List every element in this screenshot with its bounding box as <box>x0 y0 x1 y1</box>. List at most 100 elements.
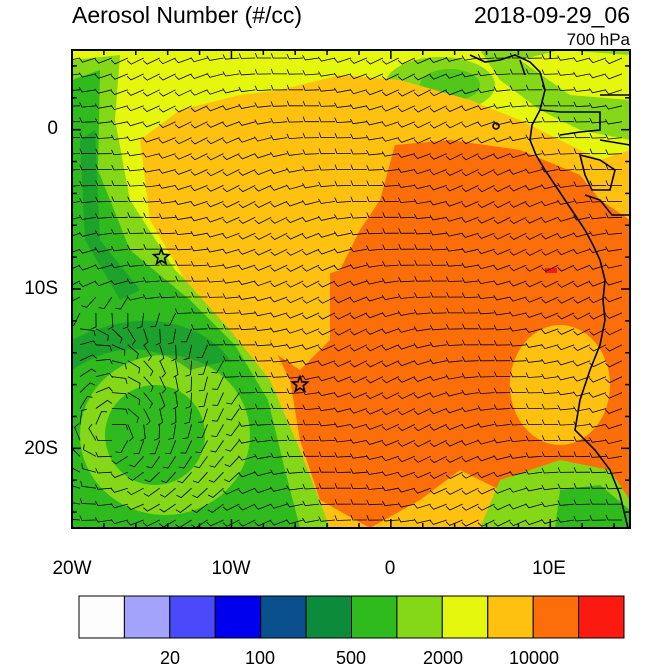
wind-barb <box>95 358 113 365</box>
wind-barb <box>381 105 399 112</box>
colorbar-label-500: 500 <box>335 648 367 668</box>
wind-barb <box>254 185 272 192</box>
wind-barb <box>254 216 272 225</box>
wind-barb <box>429 137 447 145</box>
wind-barb <box>557 404 575 411</box>
wind-barb <box>78 248 97 254</box>
wind-barb <box>605 229 623 235</box>
wind-barb <box>350 229 367 236</box>
wind-barb <box>381 312 399 318</box>
wind-barb <box>350 133 367 140</box>
wind-barb <box>493 169 511 176</box>
wind-barb <box>270 403 288 409</box>
wind-barb <box>573 328 591 336</box>
wind-barb <box>79 180 96 187</box>
wind-barb <box>270 357 288 363</box>
wind-barb <box>414 292 431 298</box>
wind-barb <box>111 344 126 356</box>
wind-barb <box>190 105 208 113</box>
wind-barb <box>286 248 304 256</box>
wind-barb <box>196 424 208 438</box>
wind-barb <box>222 121 240 128</box>
wind-barb <box>190 121 208 129</box>
wind-barb <box>72 73 81 76</box>
wind-barb <box>350 376 368 383</box>
wind-barb <box>381 440 399 446</box>
wind-barb <box>413 424 431 432</box>
wind-barb <box>72 137 80 138</box>
wind-barb <box>238 264 256 270</box>
wind-barb <box>142 73 160 81</box>
wind-barb <box>286 150 304 156</box>
wind-barb <box>302 483 320 490</box>
wind-barb <box>605 196 623 202</box>
wind-barb <box>397 293 415 299</box>
wind-barb <box>461 487 479 495</box>
wind-barb <box>510 387 527 393</box>
wind-barb <box>461 424 479 429</box>
wind-barb <box>350 164 367 171</box>
wind-barb <box>176 487 192 499</box>
wind-barb <box>398 276 415 283</box>
wind-barb <box>509 453 527 459</box>
wind-barb <box>525 357 543 363</box>
wind-barb <box>318 435 336 442</box>
wind-barb <box>493 438 511 444</box>
wind-barb <box>317 376 336 382</box>
wind-barb <box>79 148 96 154</box>
wind-barb <box>509 216 527 224</box>
wind-barb <box>95 148 112 155</box>
wind-barb <box>413 198 431 205</box>
wind-barb <box>206 201 224 208</box>
wind-barb <box>509 487 527 493</box>
wind-barb <box>604 263 623 269</box>
wind-barb <box>525 134 543 140</box>
wind-barb <box>190 73 208 79</box>
wind-barb <box>72 232 81 237</box>
colorbar-label-10000: 10000 <box>508 648 560 668</box>
wind-barb <box>318 101 336 107</box>
wind-barb <box>573 344 591 351</box>
wind-barb <box>78 57 97 63</box>
wind-barb <box>143 228 160 234</box>
wind-barb <box>318 71 336 77</box>
wind-barb <box>397 487 415 493</box>
wind-barb <box>206 72 224 78</box>
wind-barb <box>509 403 527 410</box>
wind-barb <box>445 56 463 62</box>
wind-barb <box>224 456 240 467</box>
wind-barb <box>429 169 447 176</box>
wind-barb <box>286 100 304 107</box>
wind-barb <box>95 213 112 219</box>
wind-barb <box>238 438 256 444</box>
wind-barb <box>78 280 97 288</box>
colorbar-label-2000: 2000 <box>422 648 464 668</box>
colorbar-box-12 <box>578 595 625 639</box>
wind-barb <box>493 519 511 527</box>
wind-barb <box>397 455 415 463</box>
wind-barb <box>573 451 591 458</box>
wind-barb <box>140 424 146 442</box>
wind-barb <box>445 185 463 192</box>
wind-barb <box>72 312 81 326</box>
wind-barb <box>270 435 288 442</box>
wind-barb <box>413 487 431 494</box>
wind-barb <box>210 440 224 453</box>
wind-barb <box>557 199 575 205</box>
wind-barb <box>541 280 559 288</box>
wind-barb <box>225 424 240 437</box>
wind-barb <box>429 324 447 331</box>
wind-barb <box>318 451 336 457</box>
wind-barb <box>222 216 240 224</box>
wind-barb <box>446 307 463 314</box>
wind-barb <box>349 263 367 269</box>
wind-barb <box>88 423 97 441</box>
wind-barb <box>445 408 463 414</box>
wind-barb <box>126 503 144 511</box>
wind-barb <box>168 424 176 440</box>
wind-barb <box>461 471 479 479</box>
wind-barb <box>413 392 431 399</box>
wind-barb <box>429 200 447 206</box>
wind-barb <box>589 376 607 383</box>
wind-barb <box>194 456 208 469</box>
